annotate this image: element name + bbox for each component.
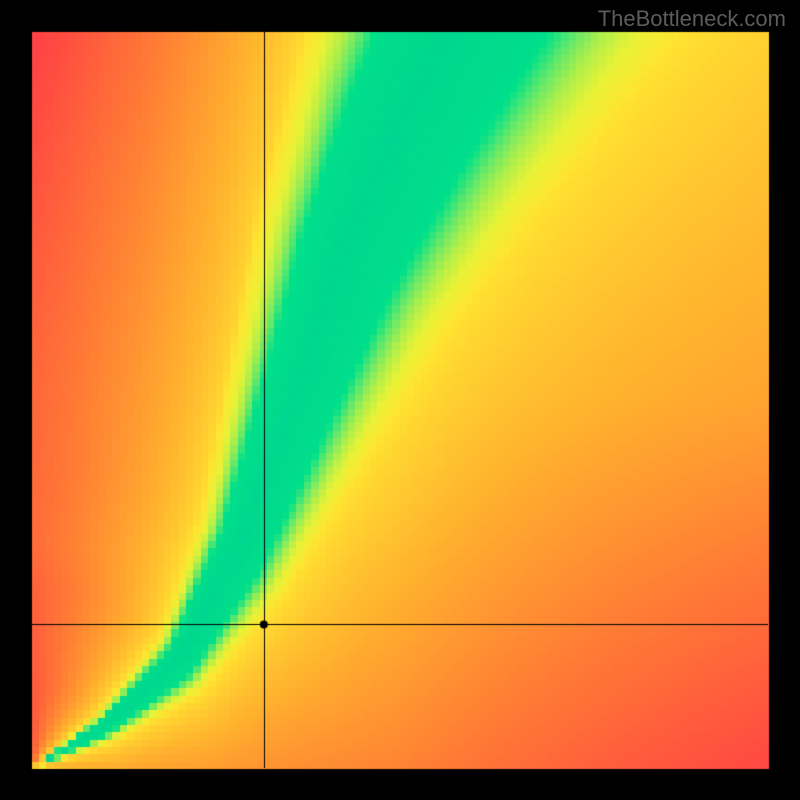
bottleneck-heatmap: [0, 0, 800, 800]
watermark-text: TheBottleneck.com: [598, 6, 786, 32]
chart-container: TheBottleneck.com: [0, 0, 800, 800]
